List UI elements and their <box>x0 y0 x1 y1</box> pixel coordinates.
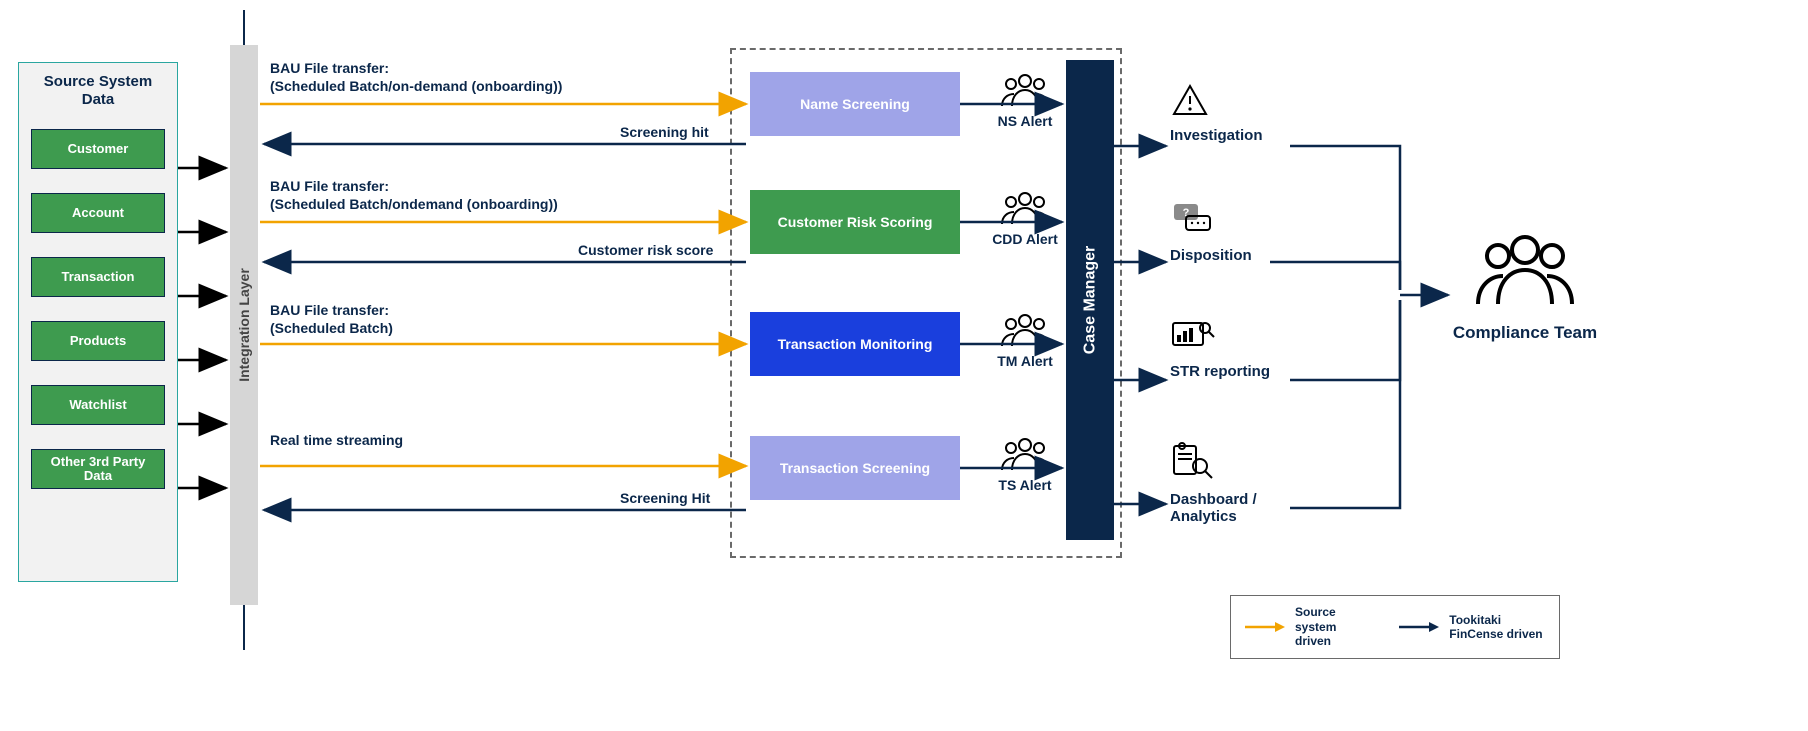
alert-ns: NS Alert <box>975 72 1075 129</box>
legend-arrow-tookitaki-icon <box>1399 621 1439 633</box>
integration-label: Integration Layer <box>236 268 252 382</box>
legend-tookitaki: Tookitaki FinCense driven <box>1399 613 1545 642</box>
func-investigation-label: Investigation <box>1170 127 1370 144</box>
people-icon <box>998 72 1052 108</box>
func-disposition-label: Disposition <box>1170 247 1370 264</box>
transfer-4-back: Screening Hit <box>620 490 710 507</box>
source-system-panel: Source System Data Customer Account Tran… <box>18 62 178 582</box>
source-item-products: Products <box>31 321 165 361</box>
warning-icon <box>1170 82 1210 118</box>
transfer-1-back: Screening hit <box>620 124 709 141</box>
source-system-title: Source System Data <box>31 73 165 109</box>
transfer-2-line1: BAU File transfer: <box>270 178 389 195</box>
func-investigation: Investigation <box>1170 82 1370 144</box>
alert-cdd-label: CDD Alert <box>975 231 1075 247</box>
transfer-3-line1: BAU File transfer: <box>270 302 389 319</box>
process-transaction-screening: Transaction Screening <box>750 436 960 500</box>
func-str-reporting-label: STR reporting <box>1170 363 1370 380</box>
process-transaction-monitoring: Transaction Monitoring <box>750 312 960 376</box>
people-icon <box>998 312 1052 348</box>
source-item-account: Account <box>31 193 165 233</box>
transfer-4-line1: Real time streaming <box>270 432 403 449</box>
compliance-team-label: Compliance Team <box>1430 323 1620 343</box>
process-customer-risk-scoring: Customer Risk Scoring <box>750 190 960 254</box>
alert-ns-label: NS Alert <box>975 113 1075 129</box>
func-str-reporting: STR reporting <box>1170 318 1370 380</box>
transfer-2-back: Customer risk score <box>578 242 713 259</box>
source-item-customer: Customer <box>31 129 165 169</box>
legend-source: Source system driven <box>1245 605 1373 648</box>
process-name-screening: Name Screening <box>750 72 960 136</box>
source-item-transaction: Transaction <box>31 257 165 297</box>
legend-arrow-source-icon <box>1245 621 1285 633</box>
alert-ts-label: TS Alert <box>975 477 1075 493</box>
source-item-watchlist: Watchlist <box>31 385 165 425</box>
chat-icon: ? <box>1170 200 1214 238</box>
alert-tm-label: TM Alert <box>975 353 1075 369</box>
alert-tm: TM Alert <box>975 312 1075 369</box>
elbow-disposition <box>1270 262 1400 290</box>
legend-tookitaki-label: Tookitaki FinCense driven <box>1449 613 1545 642</box>
transfer-1-line2: (Scheduled Batch/on-demand (onboarding)) <box>270 78 562 95</box>
legend: Source system driven Tookitaki FinCense … <box>1230 595 1560 659</box>
func-dashboard-label: Dashboard / Analytics <box>1170 491 1290 525</box>
people-icon <box>998 436 1052 472</box>
dashboard-icon <box>1170 442 1214 482</box>
func-disposition: ? Disposition <box>1170 200 1370 264</box>
legend-source-label: Source system driven <box>1295 605 1373 648</box>
case-manager: Case Manager <box>1066 60 1114 540</box>
team-icon <box>1470 230 1580 310</box>
source-item-other: Other 3rd Party Data <box>31 449 165 489</box>
alert-cdd: CDD Alert <box>975 190 1075 247</box>
func-dashboard: Dashboard / Analytics <box>1170 442 1370 525</box>
compliance-team: Compliance Team <box>1430 230 1620 343</box>
transfer-3-line2: (Scheduled Batch) <box>270 320 393 337</box>
alert-ts: TS Alert <box>975 436 1075 493</box>
report-icon <box>1170 318 1216 354</box>
case-manager-label: Case Manager <box>1081 246 1099 355</box>
transfer-1-line1: BAU File transfer: <box>270 60 389 77</box>
transfer-2-line2: (Scheduled Batch/ondemand (onboarding)) <box>270 196 558 213</box>
integration-label-wrap: Integration Layer <box>234 45 254 605</box>
people-icon <box>998 190 1052 226</box>
